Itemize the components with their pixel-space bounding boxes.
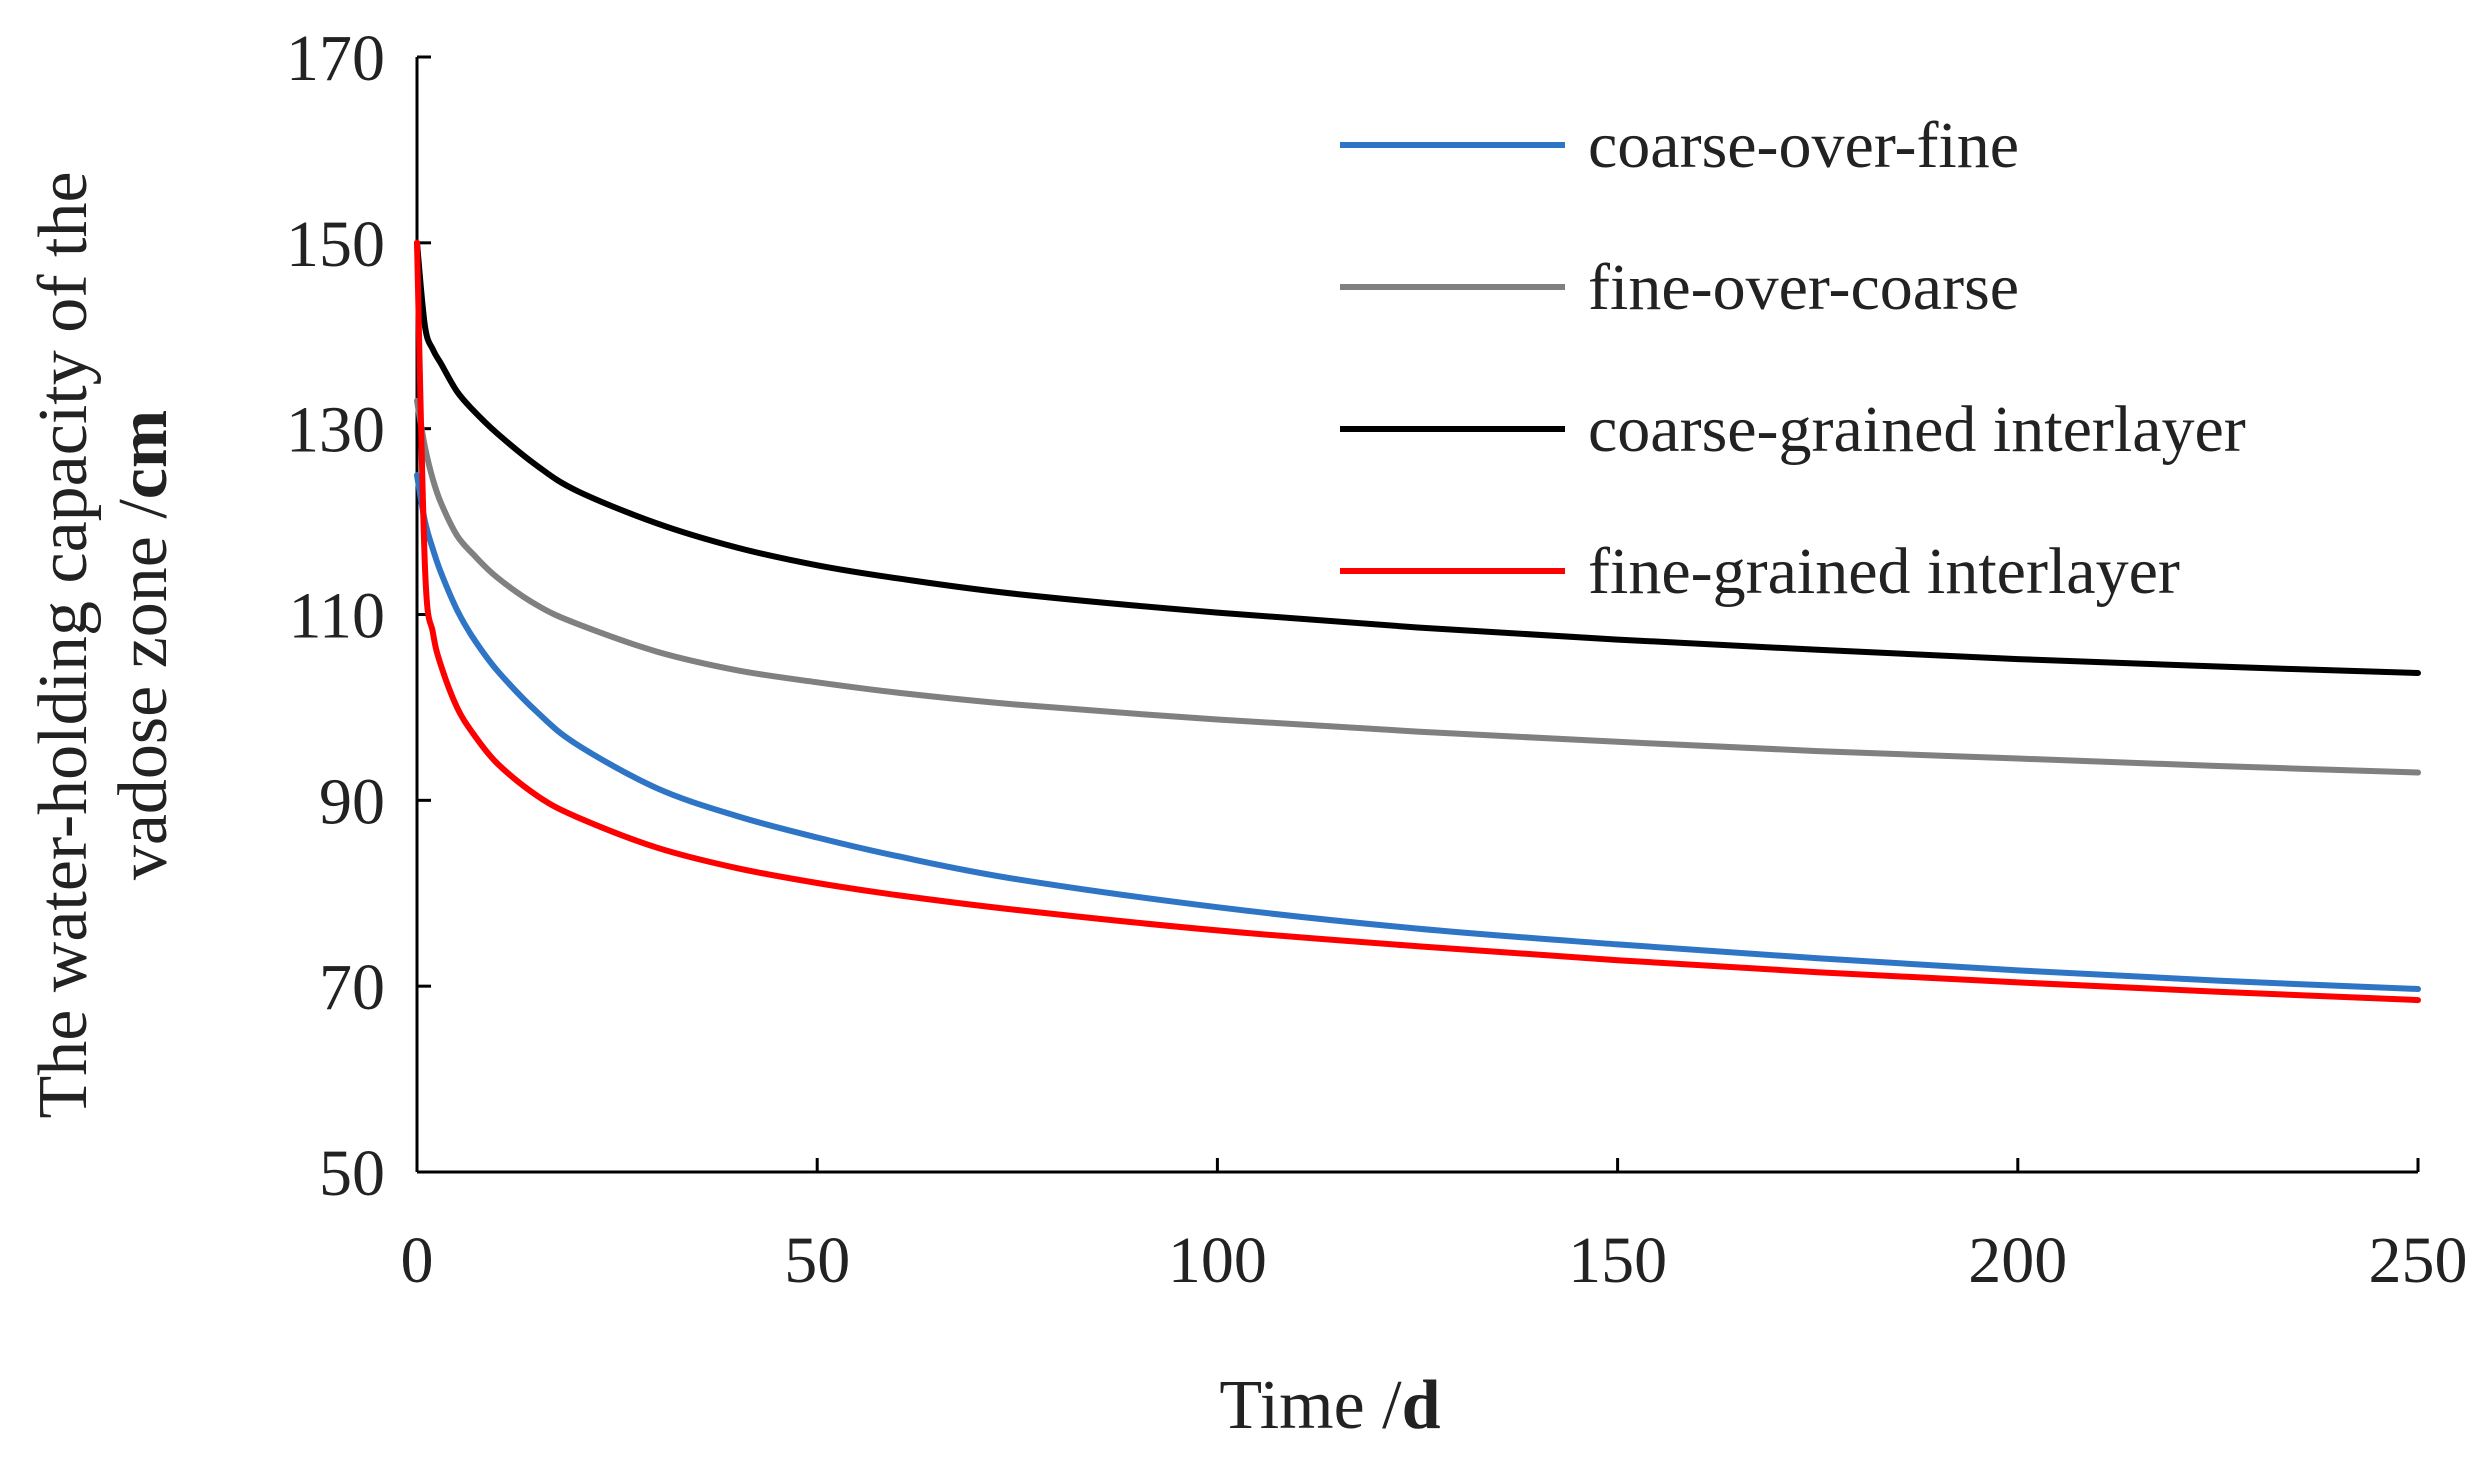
y-axis-title: The water-holding capacity of the vadose… [25, 171, 182, 1118]
series-line-coarse-over-fine [414, 472, 2421, 992]
y-tick-label: 150 [286, 208, 385, 281]
x-tick-label: 200 [1968, 1224, 2067, 1297]
y-ticks: 50 70 90 110 130 150 170 [286, 22, 431, 1210]
legend-label-fine-grained-interlayer: fine-grained interlayer [1588, 535, 2180, 608]
y-tick-label: 130 [286, 394, 385, 467]
legend-label-coarse-over-fine: coarse-over-fine [1588, 109, 2019, 182]
y-tick-label: 110 [288, 580, 385, 653]
y-tick-label: 70 [319, 951, 385, 1024]
x-axis-title-unit: d [1402, 1367, 1441, 1444]
x-axis-title-text: Time / [1219, 1367, 1402, 1444]
x-tick-label: 50 [784, 1224, 850, 1297]
series-line-fine-over-coarse [414, 397, 2421, 776]
y-axis-title-unit: cm [105, 410, 182, 499]
legend-label-coarse-grained-interlayer: coarse-grained interlayer [1588, 393, 2246, 466]
series-line-coarse-grained-interlayer [414, 239, 2421, 676]
y-axis-title-line2-text: vadose zone / [105, 499, 182, 881]
y-tick-label: 50 [319, 1137, 385, 1210]
x-tick-label: 100 [1168, 1224, 1267, 1297]
y-tick-label: 90 [319, 765, 385, 838]
x-tick-label: 0 [401, 1224, 434, 1297]
legend: coarse-over-fine fine-over-coarse coarse-g… [1340, 109, 2246, 608]
x-tick-label: 250 [2369, 1224, 2468, 1297]
x-tick-label: 150 [1568, 1224, 1667, 1297]
y-axis-title-line2: vadose zone /cm [105, 410, 182, 880]
y-axis-title-line1: The water-holding capacity of the [25, 171, 102, 1118]
legend-label-fine-over-coarse: fine-over-coarse [1588, 251, 2019, 324]
y-tick-label: 170 [286, 22, 385, 95]
series-layer [414, 239, 2421, 1004]
x-ticks: 0 50 100 150 200 250 [401, 1158, 2468, 1297]
x-axis-title: Time /d [1219, 1367, 1440, 1444]
series-line-fine-grained-interlayer [414, 239, 2421, 1004]
